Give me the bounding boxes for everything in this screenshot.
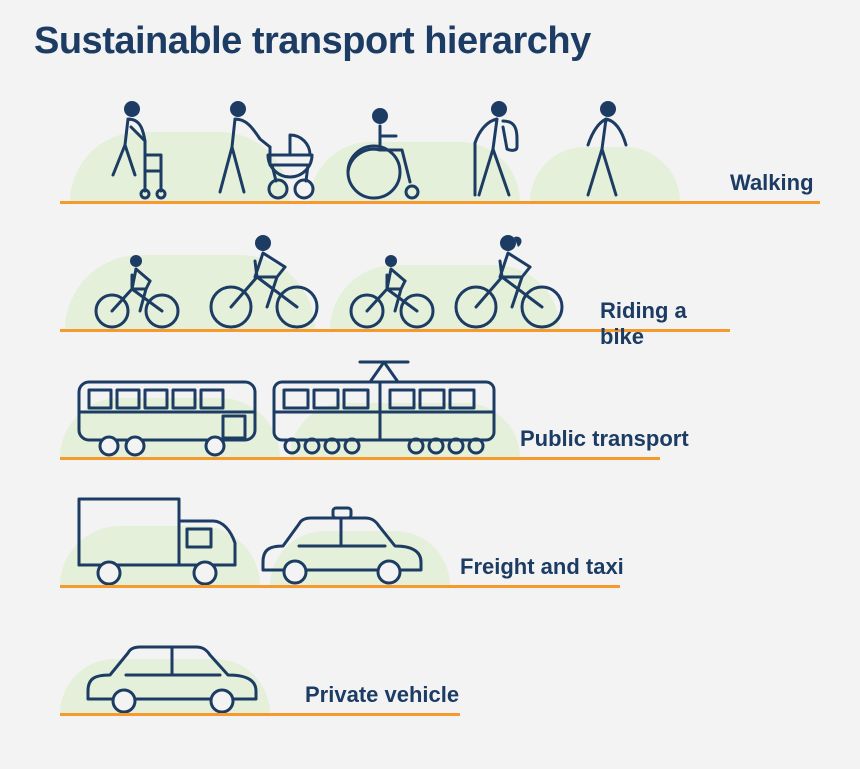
tier-label: Walking (730, 170, 814, 196)
tier-underline (60, 201, 820, 204)
tier-underline (60, 585, 620, 588)
child-cyclist-icon (90, 245, 185, 330)
pedestrian-icon (570, 97, 645, 202)
truck-icon (75, 491, 245, 586)
tier-label: Riding a bike (600, 298, 730, 350)
pram-pusher-icon (210, 97, 325, 202)
hiker-icon (455, 97, 545, 202)
tier-label: Private vehicle (305, 682, 459, 708)
walker-frame-icon (95, 97, 185, 202)
tier-public-transport: Public transport (60, 348, 660, 458)
tier-cycling: Riding a bike (60, 220, 730, 330)
wheelchair-icon (340, 102, 435, 202)
child-cyclist-icon (345, 245, 440, 330)
tier-freight-taxi: Freight and taxi (60, 476, 620, 586)
infographic-canvas: Sustainable transport hierarchy (0, 0, 860, 769)
page-title: Sustainable transport hierarchy (34, 20, 591, 63)
tier-walking: Walking (60, 92, 820, 202)
tier-underline (60, 713, 460, 716)
tier-label: Public transport (520, 426, 689, 452)
taxi-icon (255, 506, 430, 586)
tier-private-vehicle: Private vehicle (60, 604, 460, 714)
woman-cyclist-icon (450, 225, 570, 330)
bus-icon (75, 368, 260, 458)
car-icon (80, 639, 265, 714)
adult-cyclist-icon (205, 225, 325, 330)
tram-icon (270, 348, 500, 458)
tier-label: Freight and taxi (460, 554, 624, 580)
tier-underline (60, 457, 660, 460)
